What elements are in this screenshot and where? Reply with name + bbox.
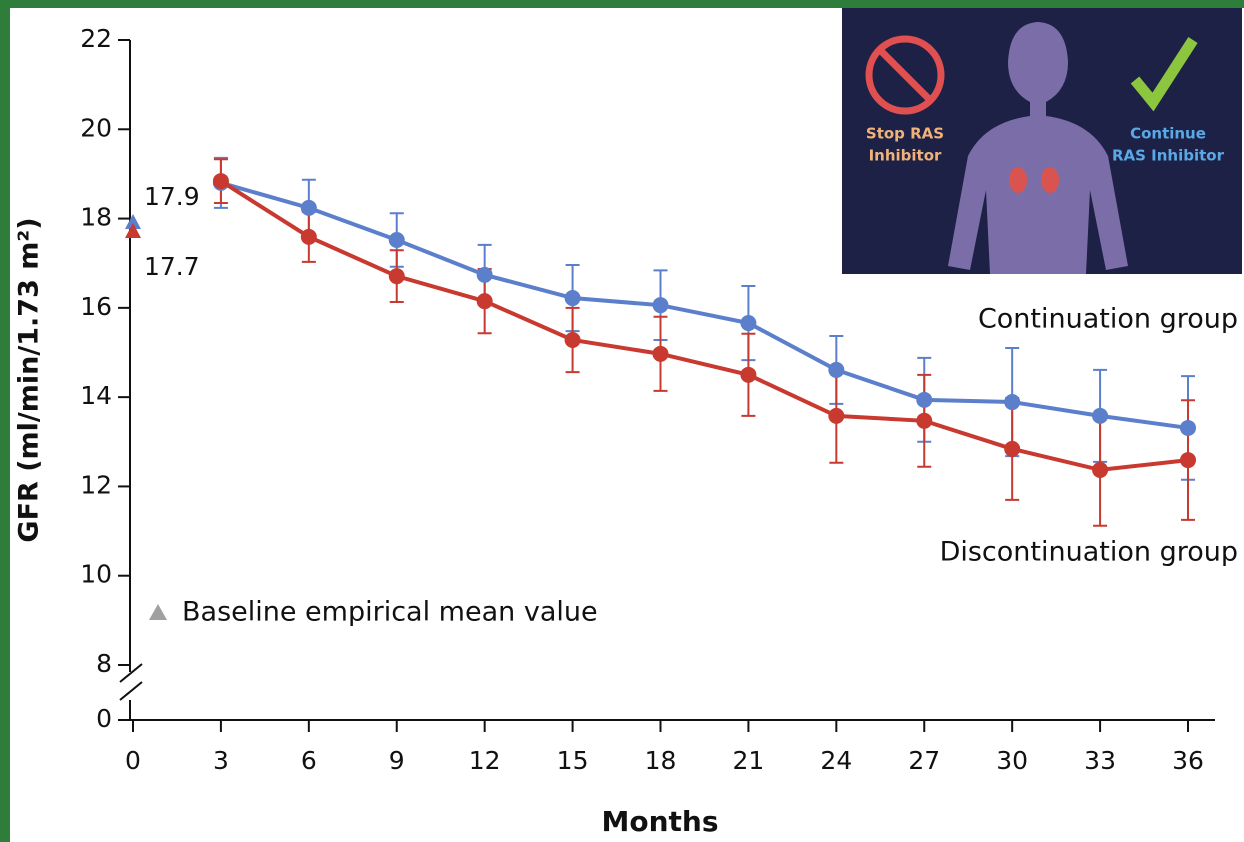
stop-label: Stop RAS xyxy=(866,125,944,143)
y-tick-label: 12 xyxy=(80,470,112,499)
x-tick-label: 27 xyxy=(908,746,940,775)
y-axis-title: GFR (ml/min/1.73 m²) xyxy=(14,217,45,542)
data-point xyxy=(564,290,581,307)
x-tick-label: 30 xyxy=(996,746,1028,775)
x-tick-label: 24 xyxy=(820,746,852,775)
data-point xyxy=(916,391,933,408)
stop-icon-slash xyxy=(877,47,933,103)
y-tick-label: 0 xyxy=(96,704,112,733)
y-tick-label: 16 xyxy=(80,292,112,321)
data-point xyxy=(652,297,669,314)
x-tick-label: 9 xyxy=(389,746,405,775)
data-point xyxy=(1004,394,1021,411)
series-label: Continuation group xyxy=(978,304,1238,335)
x-tick-label: 18 xyxy=(645,746,677,775)
x-tick-label: 36 xyxy=(1172,746,1204,775)
y-tick-label: 18 xyxy=(80,203,112,232)
data-point xyxy=(1092,407,1109,424)
x-axis-title: Months xyxy=(601,805,718,838)
y-tick-label: 22 xyxy=(80,24,112,53)
data-point xyxy=(476,266,493,283)
data-point xyxy=(300,228,317,245)
legend-marker xyxy=(149,604,167,620)
baseline-label: 17.7 xyxy=(144,252,200,281)
data-point xyxy=(652,345,669,362)
kidney-right xyxy=(1041,167,1059,193)
data-point xyxy=(1004,440,1021,457)
x-tick-label: 3 xyxy=(213,746,229,775)
kidney-left xyxy=(1009,167,1027,193)
series-line xyxy=(220,180,1189,430)
person-silhouette xyxy=(948,22,1128,274)
series-label: Discontinuation group xyxy=(940,537,1238,568)
data-point xyxy=(740,315,757,332)
data-point xyxy=(1092,461,1109,478)
x-tick-label: 15 xyxy=(557,746,589,775)
data-point xyxy=(1180,419,1196,436)
data-point xyxy=(916,412,933,429)
stop-label: Inhibitor xyxy=(869,147,942,165)
legend-label: Baseline empirical mean value xyxy=(182,597,598,628)
stop-icon xyxy=(865,35,945,115)
continue-label: RAS Inhibitor xyxy=(1112,147,1225,165)
x-tick-label: 33 xyxy=(1084,746,1116,775)
series-line xyxy=(219,179,1189,472)
data-point xyxy=(300,199,317,216)
baseline-marker xyxy=(125,214,141,230)
data-point xyxy=(388,268,405,285)
data-point xyxy=(564,332,581,348)
data-point xyxy=(828,361,845,378)
inset-illustration: Stop RAS Inhibitor Continue RAS Inhibito… xyxy=(842,8,1242,274)
data-point xyxy=(828,407,845,424)
baseline-label: 17.9 xyxy=(144,182,200,211)
data-point xyxy=(212,173,229,190)
x-tick-label: 21 xyxy=(733,746,765,775)
x-tick-label: 6 xyxy=(301,746,317,775)
baseline-marker xyxy=(125,222,141,238)
y-tick-label: 10 xyxy=(80,560,112,589)
x-tick-label: 12 xyxy=(469,746,501,775)
y-tick-label: 20 xyxy=(80,113,112,142)
data-point xyxy=(740,366,757,383)
continue-label: Continue xyxy=(1130,125,1206,143)
data-point xyxy=(476,293,493,310)
axis-break xyxy=(119,663,143,701)
y-tick-label: 14 xyxy=(80,381,112,410)
check-icon xyxy=(1130,37,1198,112)
x-tick-label: 0 xyxy=(125,746,141,775)
data-point xyxy=(388,232,405,248)
data-point xyxy=(1180,452,1196,469)
y-tick-label: 8 xyxy=(96,649,112,678)
